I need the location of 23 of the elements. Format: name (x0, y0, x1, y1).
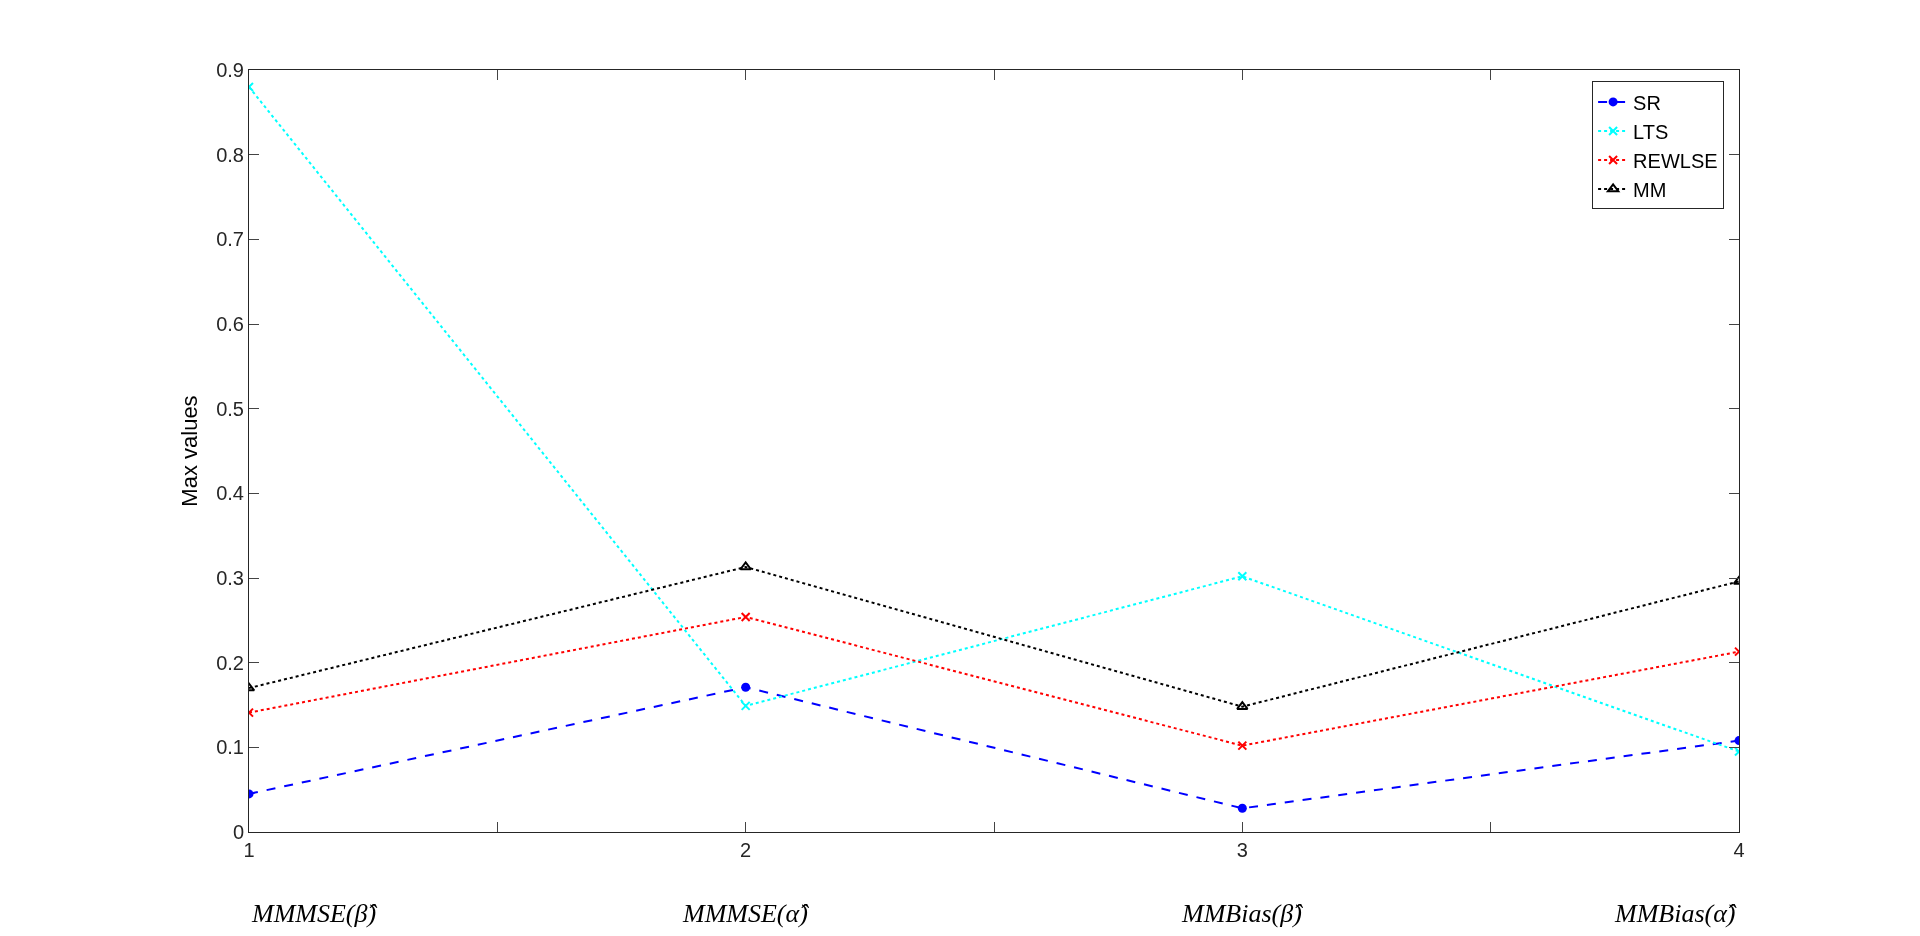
x-tick-label: 4 (1733, 839, 1745, 861)
y-tick-label: 0.4 (216, 482, 244, 505)
y-tick-label: 0.9 (216, 59, 244, 81)
y-tick-label: 0.6 (216, 313, 244, 335)
y-tick-label: 0.8 (216, 143, 244, 166)
x-tick-label: 2 (740, 839, 752, 861)
text: MMMSE(α̂) (682, 899, 810, 928)
x-tick-label: 3 (1236, 839, 1248, 861)
x-tick-label: 1 (243, 839, 255, 861)
text: MMBias(β̂) (1181, 899, 1304, 928)
legend-label: SR (1633, 91, 1661, 114)
y-tick-label: 0.1 (216, 736, 244, 759)
y-tick-label: 0.3 (216, 567, 244, 589)
text: MMBias(α̂) (1614, 899, 1737, 928)
legend-label: REWLSE (1633, 149, 1718, 172)
y-tick-label: 0 (232, 821, 244, 843)
y-tick-label: 0.2 (216, 651, 244, 674)
legend-label: LTS (1633, 120, 1669, 143)
text: MMMSE(β̂) (251, 899, 378, 928)
y-axis-title: Max values (176, 395, 202, 507)
legend-label: MM (1633, 178, 1667, 201)
y-tick-label: 0.5 (216, 397, 244, 420)
y-tick-label: 0.7 (216, 228, 244, 251)
